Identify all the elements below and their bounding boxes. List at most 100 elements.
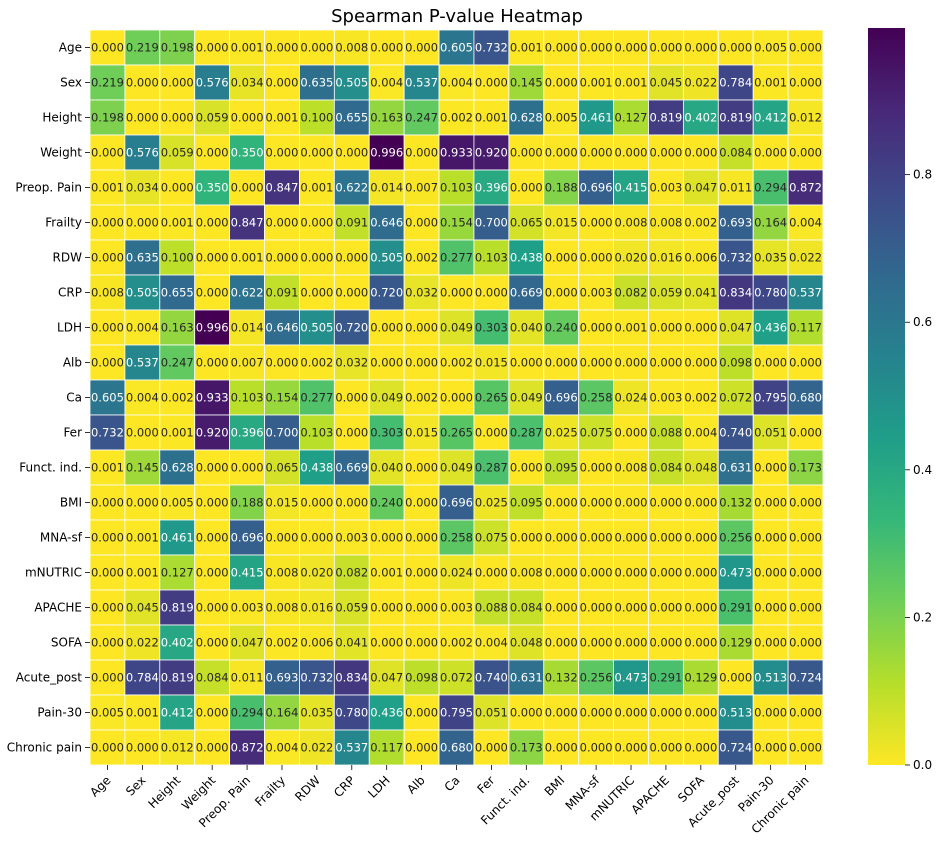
y-tick-label: SOFA: [51, 636, 83, 650]
cell-value-label: 0.173: [789, 461, 822, 475]
heatmap-cell: [438, 589, 475, 626]
cell-value-label: 0.000: [266, 76, 299, 90]
heatmap-cell: [648, 29, 684, 66]
heatmap-cell: [264, 379, 300, 416]
x-tick-label: LDH: [365, 773, 393, 801]
cell-value-label: 0.145: [510, 76, 543, 90]
cell-value-label: 0.000: [789, 146, 822, 160]
cell-value-label: 0.154: [266, 391, 299, 405]
heatmap-cell: [613, 239, 649, 276]
cell-value-label: 0.000: [545, 76, 578, 90]
cell-value-label: 0.091: [266, 286, 299, 300]
heatmap-cell: [264, 64, 300, 101]
heatmap-cell: [752, 449, 789, 486]
heatmap-cell: [787, 589, 824, 626]
heatmap-cell: [717, 204, 754, 241]
heatmap-cell: [368, 519, 405, 556]
cell-value-label: 0.001: [475, 111, 508, 125]
cell-value-label: 0.032: [335, 356, 368, 370]
cell-value-label: 0.015: [405, 426, 438, 440]
heatmap-cell: [194, 659, 231, 696]
cell-value-label: 0.000: [300, 216, 333, 230]
cell-value-label: 0.000: [789, 636, 822, 650]
y-tick-label: Frailty: [45, 216, 82, 230]
cell-value-label: 0.040: [370, 461, 403, 475]
cell-value-label: 0.303: [475, 321, 508, 335]
heatmap-cell: [89, 379, 126, 416]
cell-value-label: 0.032: [405, 286, 438, 300]
cell-value-label: 0.004: [684, 426, 717, 440]
cell-value-label: 0.024: [615, 391, 648, 405]
heatmap-cell: [229, 519, 265, 556]
cell-value-label: 0.091: [335, 216, 368, 230]
cell-value-label: 0.098: [719, 356, 752, 370]
cell-value-label: 0.724: [719, 741, 752, 755]
cell-value-label: 0.415: [231, 566, 264, 580]
cell-value-label: 0.000: [196, 601, 229, 615]
heatmap-cell: [124, 239, 161, 276]
cell-value-label: 0.015: [545, 216, 578, 230]
cell-value-label: 0.001: [161, 216, 194, 230]
heatmap-cell: [229, 274, 265, 311]
cell-value-label: 0.000: [754, 531, 787, 545]
cell-value-label: 0.002: [161, 391, 194, 405]
cell-value-label: 0.000: [649, 41, 682, 55]
y-tick-label: Alb: [63, 356, 82, 370]
cell-value-label: 0.000: [231, 181, 264, 195]
cell-value-label: 0.000: [649, 531, 682, 545]
heatmap-cells: 0.000 0.219 0.198 0.000 0.001 0.000 0.000 0.008…: [89, 29, 824, 766]
cell-value-label: 0.000: [754, 601, 787, 615]
heatmap-cell: [333, 274, 370, 311]
cell-value-label: 0.008: [649, 216, 682, 230]
heatmap-cell: [159, 239, 196, 276]
cell-value-label: 0.740: [475, 671, 508, 685]
heatmap-cell: [787, 379, 824, 416]
cell-value-label: 0.294: [231, 706, 264, 720]
cell-value-label: 0.015: [266, 496, 299, 510]
cell-value-label: 0.628: [161, 461, 194, 475]
cell-value-label: 0.045: [649, 76, 682, 90]
heatmap-cell: [368, 659, 405, 696]
y-tick-label: Ca: [66, 391, 82, 405]
heatmap-cell: [438, 99, 475, 136]
heatmap-cell: [717, 29, 754, 66]
heatmap-cell: [682, 694, 719, 731]
heatmap-cell: [473, 484, 510, 521]
cell-value-label: 0.000: [545, 741, 578, 755]
cell-value-label: 0.402: [161, 636, 194, 650]
heatmap-cell: [124, 729, 161, 766]
cell-value-label: 0.819: [649, 111, 682, 125]
cell-value-label: 0.294: [754, 181, 787, 195]
heatmap-cell: [124, 344, 161, 381]
cell-value-label: 0.045: [126, 601, 159, 615]
y-tick-label: MNA-sf: [40, 531, 83, 545]
heatmap-cell: [543, 169, 580, 206]
heatmap-cell: [124, 694, 161, 731]
heatmap-cell: [787, 169, 824, 206]
heatmap-cell: [717, 309, 754, 346]
cell-value-label: 0.505: [335, 76, 368, 90]
cell-value-label: 0.041: [335, 636, 368, 650]
heatmap-cell: [613, 64, 649, 101]
colorbar-tick-label: 0.0: [913, 758, 932, 772]
heatmap-cell: [508, 659, 545, 696]
cell-value-label: 0.000: [405, 566, 438, 580]
cell-value-label: 0.680: [440, 741, 473, 755]
heatmap-cell: [159, 414, 196, 451]
cell-value-label: 0.920: [196, 426, 229, 440]
heatmap-cell: [264, 134, 300, 171]
y-tick-label: Age: [59, 41, 82, 55]
cell-value-label: 0.000: [405, 741, 438, 755]
cell-value-label: 0.605: [440, 41, 473, 55]
colorbar-gradient: [868, 28, 905, 765]
y-axis-labels: Age Sex Height Weight Preop. Pain Frailty RDW C…: [7, 41, 90, 755]
cell-value-label: 0.872: [231, 741, 264, 755]
cell-value-label: 0.000: [684, 321, 717, 335]
cell-value-label: 0.035: [300, 706, 333, 720]
cell-value-label: 0.041: [684, 286, 717, 300]
cell-value-label: 0.000: [91, 146, 124, 160]
heatmap-cell: [682, 624, 719, 661]
heatmap-cell: [333, 449, 370, 486]
cell-value-label: 0.505: [370, 251, 403, 265]
cell-value-label: 0.048: [684, 461, 717, 475]
